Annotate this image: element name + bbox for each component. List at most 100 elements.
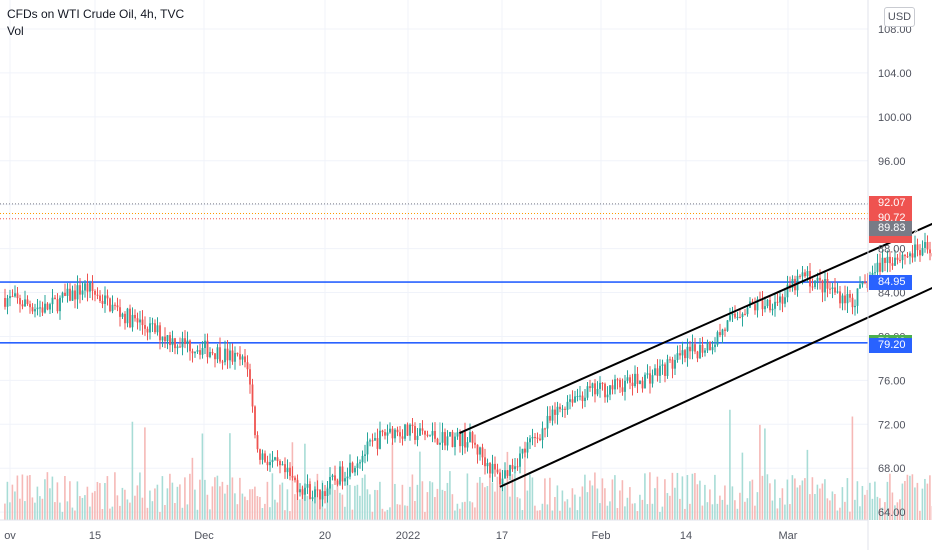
candle-body: [146, 328, 149, 333]
volume-bar: [311, 501, 314, 520]
volume-bar: [716, 503, 719, 520]
volume-bar: [31, 497, 34, 520]
candle-body: [684, 350, 686, 359]
volume-bar: [26, 475, 29, 520]
volume-bar: [574, 494, 576, 520]
volume-bar: [764, 428, 766, 520]
candle-body: [559, 406, 561, 410]
candle-body: [439, 442, 441, 445]
candle-body: [926, 242, 929, 250]
volume-bar: [904, 480, 906, 520]
candle-body: [56, 299, 59, 312]
volume-bar: [69, 481, 71, 520]
candle-body: [89, 282, 91, 292]
volume-bar: [131, 421, 134, 520]
volume-bar: [154, 488, 156, 520]
candle-body: [149, 323, 151, 333]
volume-bar: [61, 511, 64, 520]
candle-body: [849, 293, 851, 298]
volume-bar: [96, 481, 99, 520]
volume-bar: [731, 486, 734, 520]
candle-body: [224, 348, 226, 363]
candle-body: [679, 353, 681, 356]
volume-bar: [536, 510, 539, 520]
volume-bar: [229, 433, 231, 520]
candle-body: [284, 464, 286, 473]
candle-body: [764, 306, 766, 310]
candle-body: [51, 297, 54, 305]
candle-body: [569, 399, 571, 402]
candle-body: [386, 432, 389, 436]
volume-bar: [459, 508, 461, 520]
volume-bar: [9, 502, 11, 520]
candle-body: [531, 436, 534, 439]
candle-body: [766, 299, 769, 307]
candle-body: [541, 428, 544, 441]
channel-line: [459, 222, 932, 434]
volume-bar: [186, 504, 189, 520]
candle-body: [839, 291, 841, 304]
axes: 64.0068.0072.0076.0080.0084.0088.0092.00…: [0, 0, 912, 550]
volume-bar: [361, 477, 364, 520]
drawings[interactable]: tp1tp2: [459, 111, 932, 523]
volume-bar: [454, 510, 456, 520]
volume-bar: [564, 501, 566, 520]
volume-bar: [659, 511, 661, 520]
volume-bar: [339, 492, 341, 520]
volume-bar: [81, 497, 84, 520]
currency-button[interactable]: USD: [884, 7, 915, 27]
candle-body: [511, 465, 514, 470]
candle-body: [309, 484, 311, 500]
volume-bar: [846, 478, 849, 520]
candle-body: [564, 408, 566, 410]
candle-body: [99, 295, 101, 301]
candle-body: [211, 352, 214, 354]
volume-bar: [176, 486, 179, 520]
candle-body: [576, 396, 579, 398]
candle-body: [716, 332, 719, 345]
volume-bar: [429, 481, 431, 520]
candle-body: [916, 244, 919, 251]
volume-bar: [681, 476, 684, 520]
volume-bar: [651, 503, 654, 520]
volume-bar: [271, 473, 274, 520]
candle-body: [269, 462, 271, 466]
volume-bar: [104, 482, 106, 520]
volume-bar: [711, 504, 714, 520]
volume-bar: [91, 492, 94, 520]
volume-bar: [4, 503, 6, 520]
volume-bar: [21, 474, 24, 520]
volume-bar: [66, 501, 69, 520]
y-tick-label: 96.00: [878, 156, 906, 168]
level-lines: [0, 203, 868, 344]
candle-body: [604, 383, 606, 398]
volume-bar: [686, 475, 689, 520]
candle-body: [744, 313, 746, 315]
candle-body: [494, 463, 496, 470]
volume-bar: [206, 494, 209, 520]
volume-bar: [89, 506, 91, 520]
candle-body: [101, 300, 104, 304]
volume-bar: [231, 477, 234, 520]
volume-bar: [649, 472, 651, 520]
volume-bar: [754, 505, 756, 520]
candle-body: [159, 325, 161, 341]
candle-body: [779, 296, 781, 303]
volume-bar: [281, 482, 284, 520]
candle-body: [129, 308, 131, 328]
volume-bar: [576, 510, 579, 520]
volume-bar: [199, 479, 201, 520]
candle-body: [486, 462, 489, 467]
candle-body: [404, 424, 406, 439]
volume-bar: [299, 499, 301, 520]
volume-bar: [324, 508, 326, 520]
volume-bar: [194, 489, 196, 520]
x-tick-label: 20: [319, 530, 331, 542]
volume-bar: [869, 482, 871, 520]
volume-bar: [519, 498, 521, 520]
volume-bar: [144, 427, 146, 520]
candle-body: [194, 351, 196, 354]
candle-body: [401, 436, 404, 439]
candle-body: [339, 466, 341, 485]
